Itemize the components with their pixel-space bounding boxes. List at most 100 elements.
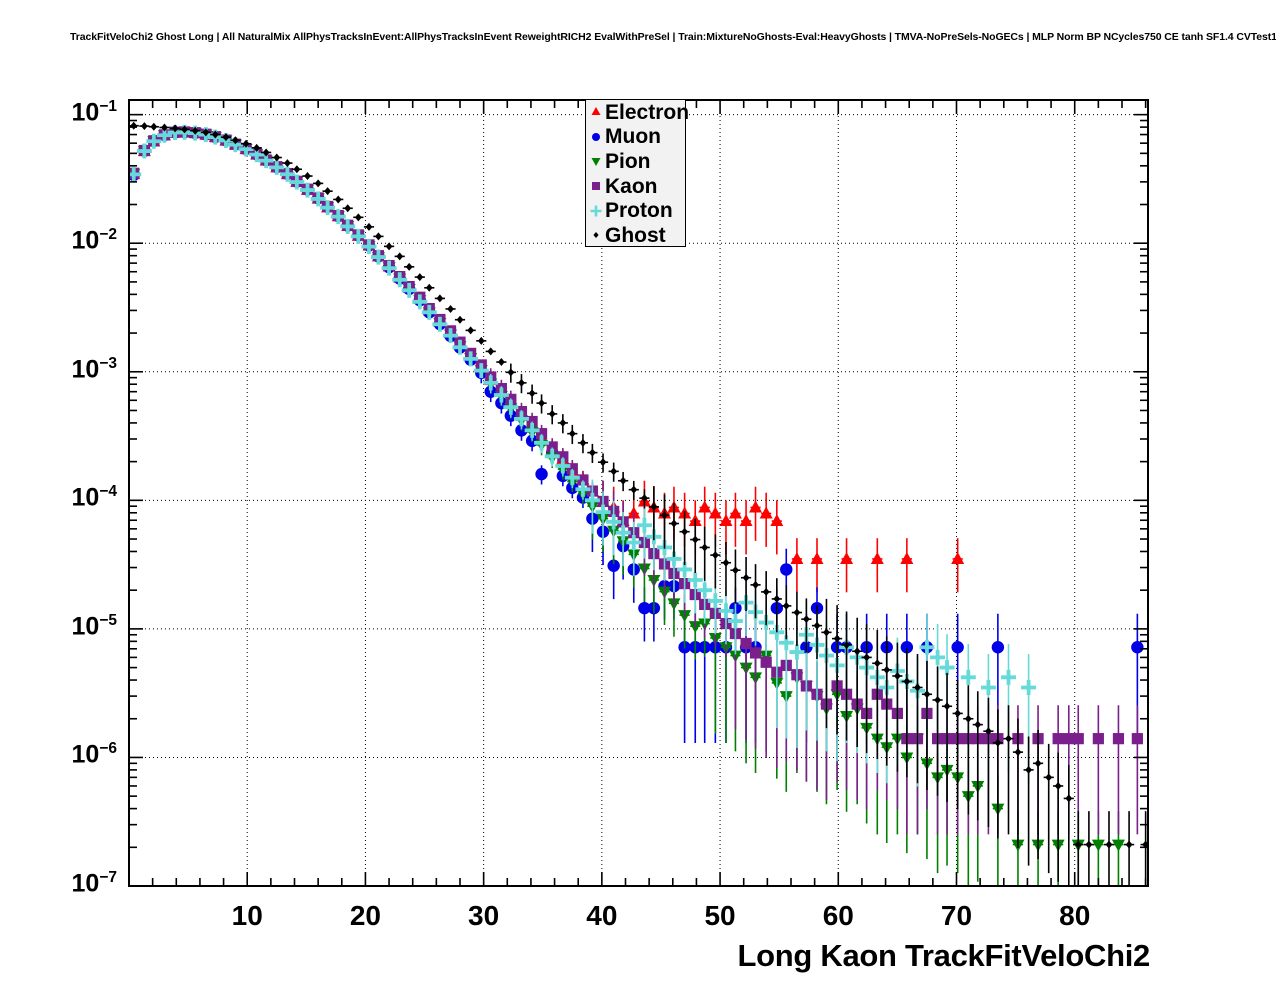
marker-cross-star: [534, 435, 550, 451]
y-tick-label: 10−4: [71, 483, 118, 512]
marker-dot: [964, 714, 972, 723]
legend-marker-cross-star-icon: [588, 203, 604, 219]
marker-dot: [507, 368, 515, 377]
x-tick-label: 60: [822, 900, 854, 931]
x-tick-label: 50: [704, 900, 736, 931]
legend-item-label: Ghost: [605, 223, 666, 247]
x-tick-label: 30: [468, 900, 500, 931]
marker-dot: [202, 128, 210, 137]
marker-cross-star: [361, 239, 377, 255]
marker-cross-star: [1021, 679, 1037, 695]
marker-cross-star: [421, 304, 437, 320]
marker-dot: [661, 511, 668, 520]
marker-dot: [1045, 773, 1053, 782]
marker-dot: [253, 143, 261, 152]
marker-triangle-up: [719, 514, 733, 527]
marker-dot: [742, 573, 750, 582]
marker-dot: [873, 659, 881, 668]
legend-item-label: Proton: [605, 199, 673, 223]
marker-dot: [914, 683, 921, 692]
y-tick-label: 10−1: [71, 97, 118, 126]
y-tick-label: 10−3: [71, 354, 118, 384]
marker-cross-star: [960, 669, 976, 685]
marker-dot: [943, 702, 951, 711]
marker-dot: [1125, 840, 1133, 849]
marker-cross-star: [392, 272, 408, 288]
marker-dot: [599, 458, 607, 467]
marker-cross-star: [789, 644, 805, 660]
marker-dot: [823, 628, 830, 637]
marker-dot: [314, 179, 322, 188]
marker-dot: [191, 126, 199, 135]
marker-cross-star: [129, 166, 142, 182]
marker-square: [535, 428, 548, 440]
marker-triangle-down: [1111, 839, 1125, 852]
chart-gridlines: [129, 100, 1148, 886]
marker-dot: [588, 448, 596, 457]
marker-circle: [991, 641, 1005, 654]
marker-square: [1131, 733, 1143, 745]
legend-item-label: Muon: [605, 125, 661, 149]
marker-triangle-up: [739, 514, 753, 527]
marker-dot: [813, 621, 821, 630]
marker-cross-star: [555, 458, 571, 474]
marker-cross-star: [156, 127, 172, 143]
marker-dot: [619, 476, 627, 485]
marker-dot: [334, 195, 342, 204]
marker-triangle-up: [870, 551, 884, 564]
marker-cross-star: [452, 339, 468, 355]
marker-dot: [242, 139, 250, 148]
marker-triangle-up: [810, 551, 824, 564]
marker-cross-star: [544, 448, 560, 464]
x-tick-label: 40: [586, 900, 618, 931]
marker-cross-star: [493, 387, 509, 403]
marker-dot: [150, 122, 158, 131]
marker-dot: [934, 695, 941, 704]
marker-cross-star: [1001, 669, 1017, 685]
marker-cross-star: [677, 561, 693, 577]
marker-dot: [375, 232, 382, 241]
legend-item-proton[interactable]: Proton: [586, 198, 685, 223]
marker-dot: [782, 601, 790, 610]
y-tick-label: 10−5: [71, 611, 118, 641]
legend-item-pion[interactable]: Pion: [586, 149, 685, 174]
marker-dot: [1054, 781, 1062, 790]
legend-item-electron[interactable]: Electron: [586, 100, 689, 125]
marker-dot: [416, 273, 424, 282]
marker-dot: [497, 358, 505, 367]
y-tick-label: 10−7: [71, 869, 118, 898]
marker-dot: [802, 615, 810, 624]
marker-dot: [385, 242, 393, 251]
marker-triangle-up: [749, 500, 763, 513]
marker-cross-star: [412, 294, 428, 310]
marker-dot: [843, 640, 850, 649]
marker-cross-star: [443, 328, 459, 344]
marker-square: [760, 656, 772, 668]
legend-item-kaon[interactable]: Kaon: [586, 174, 685, 199]
legend-item-ghost[interactable]: Ghost: [586, 223, 685, 248]
marker-cross-star: [310, 191, 326, 207]
marker-triangle-up: [759, 506, 773, 519]
marker-dot: [732, 566, 739, 575]
legend-item-muon[interactable]: Muon: [586, 125, 685, 150]
marker-dot: [487, 347, 495, 356]
x-tick-label: 70: [940, 900, 973, 931]
marker-square: [557, 451, 569, 463]
marker-square: [1112, 733, 1125, 745]
marker-cross-star: [930, 649, 946, 665]
marker-dot: [691, 535, 699, 544]
marker-cross-star: [939, 660, 955, 676]
marker-dot: [405, 262, 413, 271]
marker-square: [749, 647, 762, 659]
marker-triangle-up: [728, 506, 742, 519]
marker-cross-star: [778, 635, 794, 651]
marker-cross-star: [606, 514, 622, 530]
x-tick-label: 20: [349, 900, 381, 931]
marker-dot: [954, 709, 962, 718]
marker-dot: [140, 122, 148, 131]
marker-cross-star: [167, 125, 183, 141]
marker-dot: [1014, 748, 1022, 757]
marker-dot: [130, 121, 138, 130]
marker-triangle-up: [790, 551, 804, 564]
